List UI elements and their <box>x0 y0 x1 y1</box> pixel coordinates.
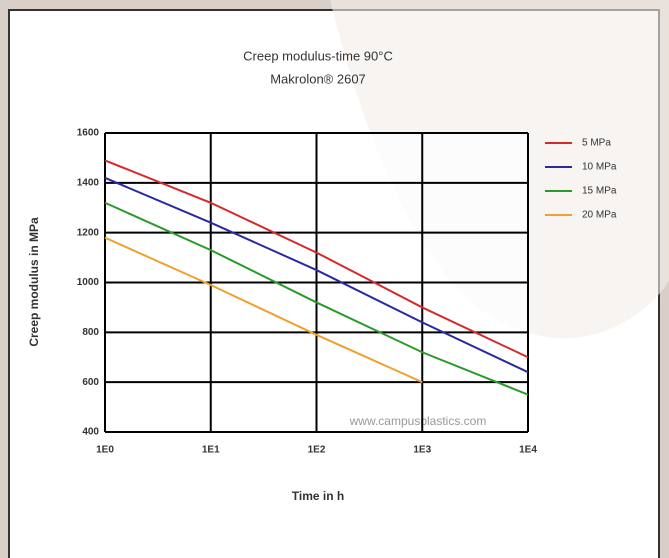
legend-label: 15 MPa <box>582 186 617 197</box>
x-tick-label: 1E0 <box>96 445 114 456</box>
series-line <box>104 201 529 396</box>
series-line <box>104 176 529 374</box>
y-tick-label: 600 <box>82 377 99 388</box>
series-line <box>104 159 529 359</box>
y-tick-label: 1200 <box>77 227 100 238</box>
chart-subtitle: Makrolon® 2607 <box>270 71 366 86</box>
x-tick-label: 1E2 <box>308 445 326 456</box>
x-tick-label: 1E4 <box>519 445 537 456</box>
chart-title: Creep modulus-time 90°C <box>243 48 393 63</box>
y-axis-label: Creep modulus in MPa <box>27 217 41 347</box>
y-tick-label: 400 <box>82 427 99 438</box>
x-axis-label: Time in h <box>292 489 344 503</box>
watermark: www.campusplastics.com <box>349 414 487 428</box>
y-tick-label: 1400 <box>77 177 100 188</box>
x-tick-label: 1E1 <box>202 445 220 456</box>
legend-label: 10 MPa <box>582 162 617 173</box>
legend-label: 20 MPa <box>582 210 617 221</box>
y-tick-label: 1000 <box>77 277 100 288</box>
y-tick-label: 1600 <box>77 128 100 139</box>
series-line <box>104 236 423 384</box>
y-tick-label: 800 <box>82 327 99 338</box>
x-tick-label: 1E3 <box>413 445 431 456</box>
legend-label: 5 MPa <box>582 138 611 149</box>
